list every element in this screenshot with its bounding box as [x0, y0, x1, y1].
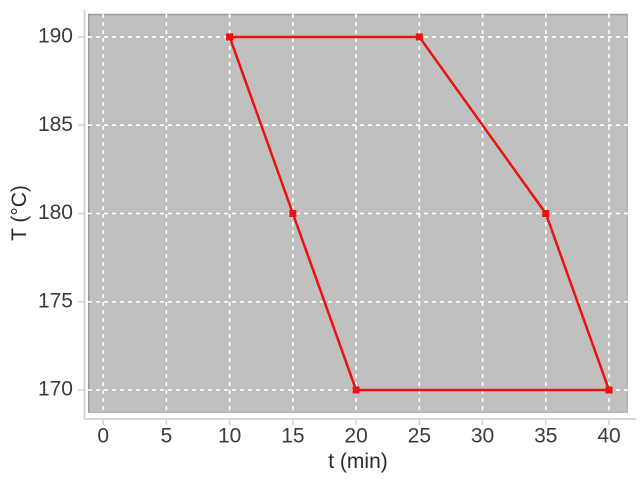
x-tick-label: 15: [281, 424, 304, 447]
data-point-marker: [289, 210, 297, 217]
data-point-marker: [352, 386, 360, 394]
y-tick-label: 170: [38, 378, 73, 401]
y-tick-labels: 170 175 180 185 190: [38, 24, 73, 400]
x-tick-label: 35: [534, 424, 557, 447]
y-tick-label: 175: [38, 289, 73, 312]
x-tick-label: 40: [597, 424, 620, 447]
x-tick-label: 5: [161, 424, 173, 447]
data-point-marker: [542, 210, 550, 217]
x-tick-label: 25: [408, 424, 431, 447]
tick-marks: [78, 36, 610, 425]
data-point-marker: [226, 33, 234, 41]
x-tick-label: 10: [218, 424, 241, 447]
y-tick-label: 180: [38, 201, 73, 224]
series-group: [226, 33, 613, 394]
x-tick-labels: 0 5 10 15 20 25 30 35 40: [97, 424, 620, 447]
x-tick-label: 30: [471, 424, 494, 447]
y-axis-title: T (°C): [8, 185, 31, 241]
data-point-marker: [605, 386, 613, 394]
x-axis-title: t (min): [328, 450, 388, 473]
x-tick-label: 20: [344, 424, 367, 447]
x-tick-label: 0: [97, 424, 109, 447]
y-tick-label: 185: [38, 113, 73, 136]
y-tick-label: 190: [38, 24, 73, 47]
data-point-marker: [415, 33, 423, 41]
